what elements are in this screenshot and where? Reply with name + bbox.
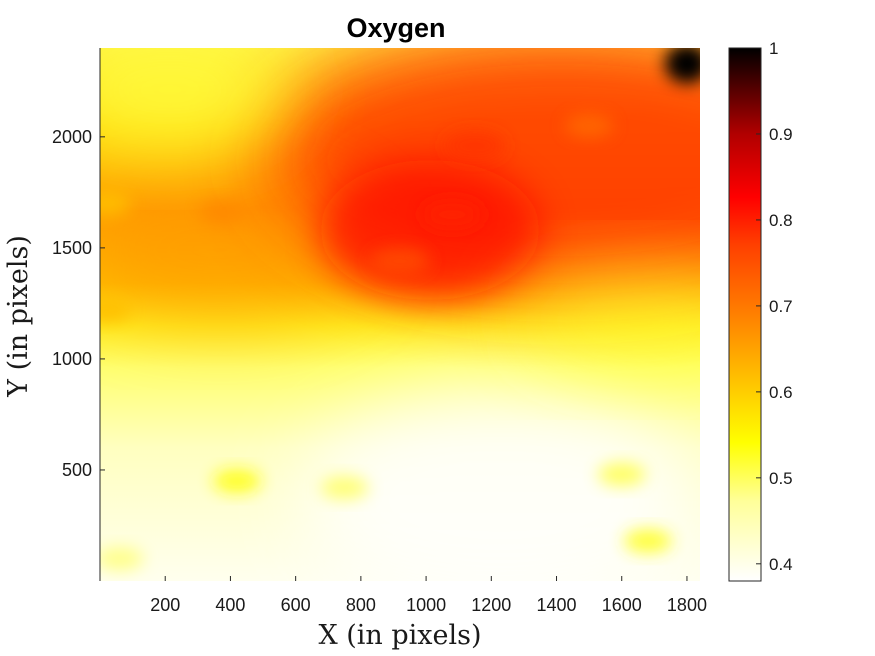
- y-tick-label: 2000: [52, 127, 92, 147]
- hotspot-11: [100, 546, 144, 571]
- hotspot-9: [623, 529, 672, 554]
- x-tick-label: 1000: [406, 595, 446, 615]
- hotspot-layer: [100, 48, 700, 571]
- x-tick-label: 1600: [602, 595, 642, 615]
- x-tick-label: 800: [346, 595, 376, 615]
- hotspot-7: [100, 298, 131, 323]
- colorbar-ticks: 0.4 0.5 0.6 0.7 0.8 0.9 1: [756, 39, 793, 574]
- colorbar-tick-label: 0.4: [769, 555, 793, 574]
- x-tick-label: 1400: [536, 595, 576, 615]
- chart-title: Oxygen: [346, 13, 445, 43]
- colorbar-tick-label: 1: [769, 39, 778, 58]
- colorbar-gradient: [728, 47, 762, 582]
- colorbar: 0.4 0.5 0.6 0.7 0.8 0.9 1: [728, 39, 793, 582]
- x-tick-label: 400: [215, 595, 245, 615]
- x-tick-label: 200: [150, 595, 180, 615]
- upper-left-yellow: [100, 48, 290, 150]
- lower-white-region: [300, 390, 700, 581]
- y-axis-ticks: 500 1000 1500 2000: [52, 127, 105, 480]
- x-axis-label: X (in pixels): [318, 620, 481, 651]
- colorbar-tick-label: 0.9: [769, 125, 793, 144]
- hotspot-2: [445, 131, 505, 160]
- upper-left-orange: [100, 180, 370, 320]
- hotspot-8: [212, 469, 261, 494]
- x-axis-ticks: 200 400 600 800 1000 1200 1400 1600 1800: [150, 576, 707, 615]
- x-tick-label: 1800: [667, 595, 707, 615]
- hotspot-1: [422, 200, 483, 229]
- diagonal-red-ridge: [320, 160, 540, 300]
- hotspot-3: [370, 247, 430, 276]
- hotspot-10: [597, 462, 646, 487]
- colorbar-tick-label: 0.6: [769, 383, 793, 402]
- y-tick-label: 1000: [52, 349, 92, 369]
- hotspot-0: [664, 48, 700, 84]
- y-tick-label: 1500: [52, 238, 92, 258]
- heatmap-field: [100, 48, 700, 581]
- hotspot-4: [565, 113, 614, 138]
- y-axis-label: Y (in pixels): [3, 235, 34, 398]
- colorbar-tick-label: 0.8: [769, 211, 793, 230]
- y-tick-label: 500: [62, 460, 92, 480]
- colorbar-tick-label: 0.5: [769, 469, 793, 488]
- right-yellow-mid: [520, 270, 700, 370]
- hotspot-5: [199, 200, 248, 225]
- x-tick-label: 1200: [471, 595, 511, 615]
- hotspot-12: [320, 475, 369, 500]
- colorbar-tick-label: 0.7: [769, 297, 793, 316]
- hotspot-6: [100, 191, 131, 216]
- x-tick-label: 600: [281, 595, 311, 615]
